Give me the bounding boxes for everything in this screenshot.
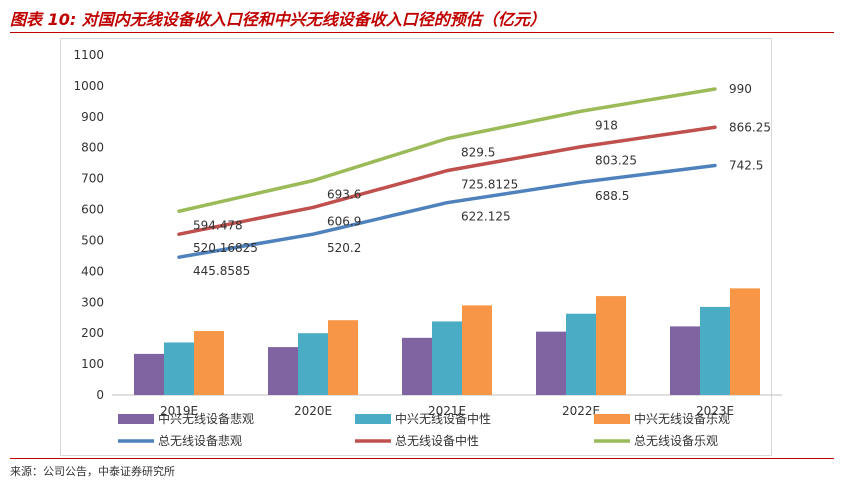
y-tick-label: 800 [81, 141, 104, 155]
legend-swatch [594, 414, 630, 424]
y-tick-label: 0 [96, 388, 104, 402]
y-tick-label: 500 [81, 233, 104, 247]
bar [134, 353, 164, 395]
y-tick-label: 600 [81, 203, 104, 217]
legend-label: 总无线设备中性 [395, 433, 479, 448]
bar [432, 321, 462, 395]
x-tick-label: 2023E [696, 404, 734, 418]
x-tick-label: 2019E [160, 404, 198, 418]
legend-label: 总无线设备乐观 [634, 434, 718, 448]
y-tick-label: 1000 [73, 79, 104, 93]
bar [268, 347, 298, 395]
chart-title: 图表 10: 对国内无线设备收入口径和中兴无线设备收入口径的预估（亿元） [10, 10, 546, 29]
y-tick-label: 400 [81, 264, 104, 278]
title-rule [10, 32, 834, 33]
series-line [177, 125, 717, 236]
source-note: 来源：公司公告，中泰证券研究所 [10, 465, 175, 478]
legend-label: 中兴无线设备中性 [395, 411, 491, 426]
y-tick-label: 1100 [73, 48, 104, 62]
data-label: 990 [729, 82, 752, 96]
bar [194, 331, 224, 395]
bar [536, 331, 566, 395]
legend-swatch [355, 414, 391, 424]
bar [670, 326, 700, 395]
y-tick-label: 900 [81, 110, 104, 124]
bar [164, 342, 194, 395]
series-line [177, 87, 717, 214]
data-label: 688.5 [595, 189, 629, 203]
data-label: 594.478 [193, 218, 243, 232]
legend-label: 中兴无线设备悲观 [158, 411, 254, 426]
x-tick-label: 2021E [428, 404, 466, 418]
data-label: 742.5 [729, 159, 763, 173]
data-label: 445.8585 [193, 264, 250, 278]
y-tick-label: 200 [81, 326, 104, 340]
bar [402, 337, 432, 395]
data-label: 622.125 [461, 210, 511, 224]
y-tick-label: 100 [81, 357, 104, 371]
x-tick-label: 2020E [294, 404, 332, 418]
legend-label: 总无线设备悲观 [158, 433, 242, 448]
data-label: 725.8125 [461, 178, 518, 192]
series-line [177, 163, 717, 259]
bar [298, 333, 328, 395]
y-tick-label: 700 [81, 172, 104, 186]
data-label: 520.2 [327, 241, 361, 255]
data-label: 693.6 [327, 188, 361, 202]
source-rule [10, 458, 834, 459]
data-label: 520.16825 [193, 241, 258, 255]
bar [700, 306, 730, 395]
bar [596, 296, 626, 395]
bar [462, 305, 492, 395]
x-tick-label: 2022E [562, 404, 600, 418]
legend-swatch [118, 414, 154, 424]
legend-label: 中兴无线设备乐观 [634, 411, 730, 426]
data-label: 803.25 [595, 154, 637, 168]
data-label: 866.25 [729, 120, 771, 134]
y-tick-label: 300 [81, 295, 104, 309]
data-label: 606.9 [327, 214, 361, 228]
data-label: 829.5 [461, 146, 495, 160]
bar [566, 313, 596, 395]
chart-frame [60, 38, 772, 456]
bar [730, 288, 760, 395]
bar [328, 320, 358, 395]
data-label: 918 [595, 118, 618, 132]
